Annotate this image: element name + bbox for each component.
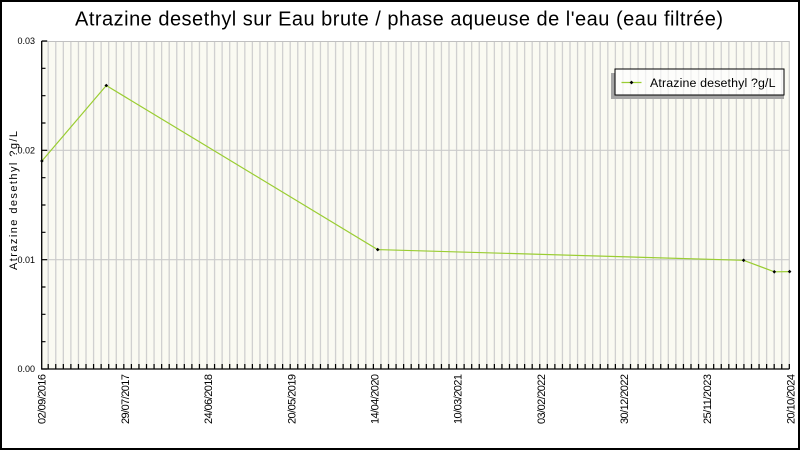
svg-text:10/03/2021: 10/03/2021 <box>453 374 465 424</box>
svg-text:03/02/2022: 03/02/2022 <box>536 374 548 424</box>
svg-text:30/12/2022: 30/12/2022 <box>619 374 631 424</box>
svg-text:Atrazine desethyl sur Eau brut: Atrazine desethyl sur Eau brute / phase … <box>75 9 723 31</box>
svg-text:0.03: 0.03 <box>17 36 35 46</box>
svg-text:0.02: 0.02 <box>17 145 35 155</box>
svg-text:0.00: 0.00 <box>17 364 35 374</box>
svg-text:29/07/2017: 29/07/2017 <box>120 374 132 424</box>
svg-text:Atrazine desethyl ?g/L: Atrazine desethyl ?g/L <box>650 76 776 90</box>
svg-text:20/05/2019: 20/05/2019 <box>286 374 298 424</box>
svg-text:25/11/2023: 25/11/2023 <box>702 374 714 424</box>
svg-text:14/04/2020: 14/04/2020 <box>370 374 382 424</box>
svg-text:24/06/2018: 24/06/2018 <box>203 374 215 424</box>
svg-text:20/10/2024: 20/10/2024 <box>785 374 797 424</box>
svg-text:Atrazine desethyl ?g/L: Atrazine desethyl ?g/L <box>8 131 20 270</box>
svg-text:0.01: 0.01 <box>17 255 35 265</box>
svg-text:02/09/2016: 02/09/2016 <box>37 374 49 424</box>
